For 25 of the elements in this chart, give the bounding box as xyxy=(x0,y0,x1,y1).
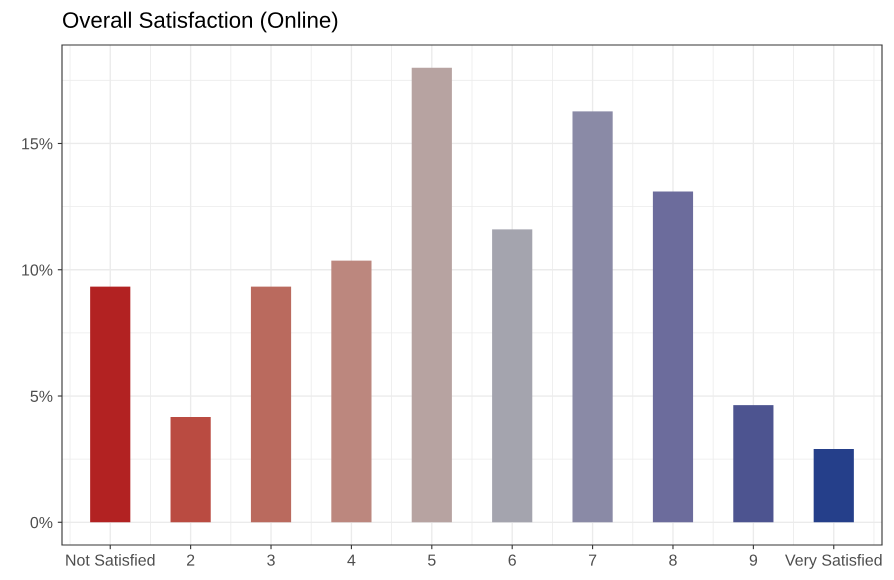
bar xyxy=(652,191,694,522)
x-tick-label: Not Satisfied xyxy=(66,554,154,566)
y-tick-label: 10% xyxy=(22,264,52,276)
x-tick-label: 5 xyxy=(428,554,436,566)
x-tick-label: Very Satisfied xyxy=(785,554,882,569)
bar xyxy=(492,229,532,522)
bar xyxy=(814,449,854,522)
y-tick-label: 5% xyxy=(30,390,52,402)
y-tick-label: 15% xyxy=(22,138,52,150)
bar xyxy=(412,68,452,522)
bar xyxy=(250,286,292,522)
bar xyxy=(572,111,613,522)
x-tick-label: 8 xyxy=(669,554,677,566)
y-tick-label: 0% xyxy=(30,516,52,528)
x-tick-label: 7 xyxy=(588,554,596,566)
x-tick-label: 4 xyxy=(347,554,356,566)
x-tick-label: 2 xyxy=(186,554,194,566)
bar xyxy=(733,405,774,522)
x-tick-label: 3 xyxy=(267,554,275,566)
x-tick-label: 6 xyxy=(508,554,516,566)
chart-title: Overall Satisfaction (Online) xyxy=(63,12,338,32)
x-tick-label: 9 xyxy=(750,554,758,566)
bar xyxy=(170,416,211,522)
bar xyxy=(90,286,130,522)
bar xyxy=(331,260,372,522)
